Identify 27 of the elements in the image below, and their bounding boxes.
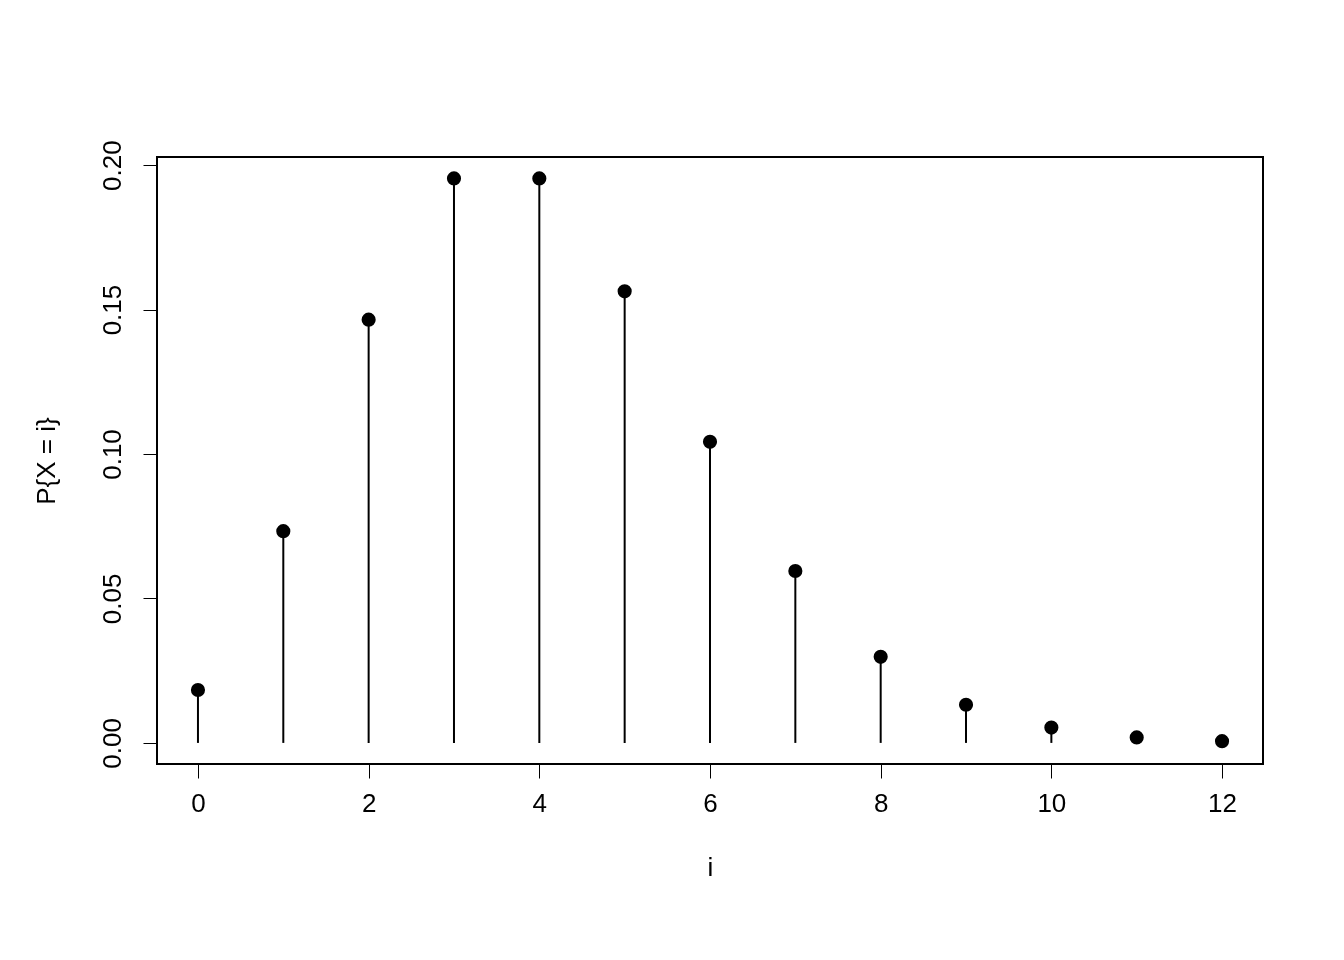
point [190,682,206,698]
x-tick-label: 6 [703,787,718,818]
point [1214,734,1230,749]
y-axis-title: P{X = i} [30,416,61,505]
point [532,171,547,186]
point [1044,720,1059,735]
x-tick-label: 4 [532,787,548,818]
x-axis-title: i [707,851,714,882]
y-tick-label: 0.10 [96,429,127,480]
point [1129,730,1144,745]
point [617,284,632,299]
y-tick-label: 0.00 [96,718,127,769]
x-tick-label: 0 [191,787,206,818]
point [788,563,803,579]
x-tick-label: 12 [1208,787,1237,818]
point [958,697,974,712]
y-tick-label: 0.15 [96,284,127,336]
point [276,524,291,539]
x-tick-label: 8 [873,787,889,818]
y-tick-label: 0.05 [96,573,127,625]
x-tick-label: 10 [1037,787,1067,818]
point [873,649,888,664]
point [446,171,462,186]
point [702,434,718,449]
x-tick-label: 2 [361,787,377,818]
y-tick-label: 0.20 [96,140,127,191]
point [361,312,376,327]
